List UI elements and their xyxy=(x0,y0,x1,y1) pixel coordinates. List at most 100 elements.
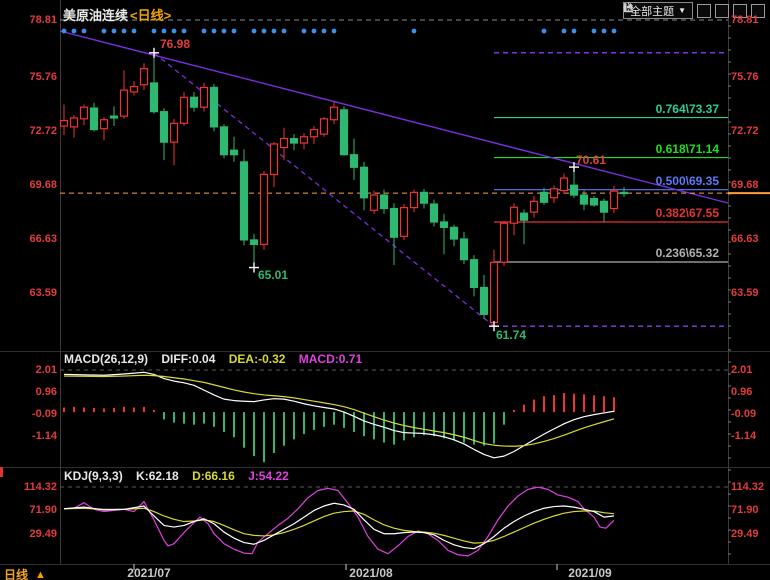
candle-body xyxy=(619,191,629,195)
timeframe-tab-label: 日线 xyxy=(4,568,29,580)
candle-body xyxy=(109,115,119,119)
move-crosshair-button[interactable] xyxy=(623,2,711,18)
signal-dot xyxy=(301,28,307,34)
kdj-j-line xyxy=(63,486,615,557)
candle-body xyxy=(59,120,69,127)
signal-dot xyxy=(201,28,207,34)
triangle-up-icon: ▲ xyxy=(35,568,46,580)
candle-body xyxy=(489,261,499,324)
candle-body xyxy=(79,106,89,120)
candle-body xyxy=(119,89,129,117)
signal-dot xyxy=(101,28,107,34)
signal-dot xyxy=(541,28,547,34)
candle-body xyxy=(459,238,469,261)
candle-body xyxy=(549,188,559,199)
candle-body xyxy=(279,137,289,149)
signal-dot xyxy=(561,28,567,34)
candle-body xyxy=(469,259,479,289)
candle-body xyxy=(269,143,279,176)
candle-body xyxy=(319,118,329,135)
candle-body xyxy=(289,137,299,144)
signal-dot xyxy=(411,28,417,34)
kdj-legend-k: K:62.18 xyxy=(136,469,179,483)
candle-body xyxy=(389,207,399,238)
macd-legend-dea: DEA:-0.32 xyxy=(228,352,286,366)
signal-dot xyxy=(591,28,597,34)
signal-dot xyxy=(211,28,217,34)
signal-dot xyxy=(81,28,87,34)
scale-y-axis-button[interactable] xyxy=(625,3,729,18)
instrument-title: 美原油连续 <日线> xyxy=(63,5,171,24)
candle-body xyxy=(379,194,389,210)
candle-body xyxy=(409,191,419,209)
candle-body xyxy=(439,221,449,228)
candle-body xyxy=(499,222,509,263)
signal-dot xyxy=(181,28,187,34)
kdj-k-line xyxy=(63,502,615,550)
candle-body xyxy=(329,106,339,121)
candle-body xyxy=(429,203,439,223)
candle-body xyxy=(449,226,459,240)
signal-dot xyxy=(321,28,327,34)
candle-body xyxy=(419,191,429,204)
candle-body xyxy=(519,212,529,221)
candle-body xyxy=(199,86,209,108)
signal-dot xyxy=(71,28,77,34)
candle-body xyxy=(149,82,159,113)
kdj-legend-d: D:66.16 xyxy=(192,469,235,483)
candle-body xyxy=(229,149,239,156)
macd-legend-macd: MACD:0.71 xyxy=(298,352,363,366)
candle-body xyxy=(239,161,249,241)
candle-body xyxy=(179,96,189,124)
kdj-legend-name: KDJ(9,3,3) xyxy=(64,469,123,483)
candle-body xyxy=(509,206,519,224)
macd-dea-line xyxy=(63,374,615,447)
candle-body xyxy=(159,111,169,143)
signal-dot xyxy=(131,28,137,34)
candle-body xyxy=(559,177,569,192)
shift-chart-right-button[interactable] xyxy=(624,3,765,18)
signal-dot xyxy=(311,28,317,34)
candle-body xyxy=(339,109,349,156)
candle-body xyxy=(609,190,619,210)
candle-body xyxy=(299,136,309,144)
candle-body xyxy=(169,122,179,143)
candle-body xyxy=(569,184,579,196)
signal-dot xyxy=(331,28,337,34)
candle-body xyxy=(139,68,149,86)
left-edge-marker xyxy=(0,467,3,477)
macd-legend-name: MACD(26,12,9) xyxy=(64,352,149,366)
kdj-d-line xyxy=(63,507,615,544)
signal-dot xyxy=(231,28,237,34)
signal-dot xyxy=(611,28,617,34)
candle-body xyxy=(89,107,99,131)
signal-dot xyxy=(161,28,167,34)
signal-dot xyxy=(61,28,67,34)
candle-body xyxy=(309,128,319,138)
macd-diff-line xyxy=(63,371,615,459)
theme-dropdown[interactable]: 全部主题 ▼ xyxy=(623,2,693,19)
candle-body xyxy=(209,86,219,128)
candle-body xyxy=(589,198,599,206)
candle-body xyxy=(359,166,369,199)
kdj-legend-j: J:54.22 xyxy=(248,469,289,483)
candle-body xyxy=(259,173,269,245)
signal-dot xyxy=(221,28,227,34)
candle-body xyxy=(189,96,199,108)
signal-dot xyxy=(151,28,157,34)
chevron-down-icon: ▼ xyxy=(678,6,686,15)
candle-body xyxy=(399,207,409,237)
theme-dropdown-label: 全部主题 xyxy=(630,5,675,18)
signal-dot xyxy=(281,28,287,34)
scale-x-axis-button[interactable] xyxy=(623,3,747,18)
toolbar: 全部主题 ▼ xyxy=(623,2,765,19)
signal-dot xyxy=(171,28,177,34)
instrument-name: 美原油连续 xyxy=(63,8,129,23)
timeframe-tab-daily[interactable]: 日线 ▲ xyxy=(4,566,46,580)
candle-body xyxy=(539,191,549,203)
candle-body xyxy=(579,194,589,205)
candle-body xyxy=(129,85,139,93)
trendline-solid xyxy=(59,30,729,204)
